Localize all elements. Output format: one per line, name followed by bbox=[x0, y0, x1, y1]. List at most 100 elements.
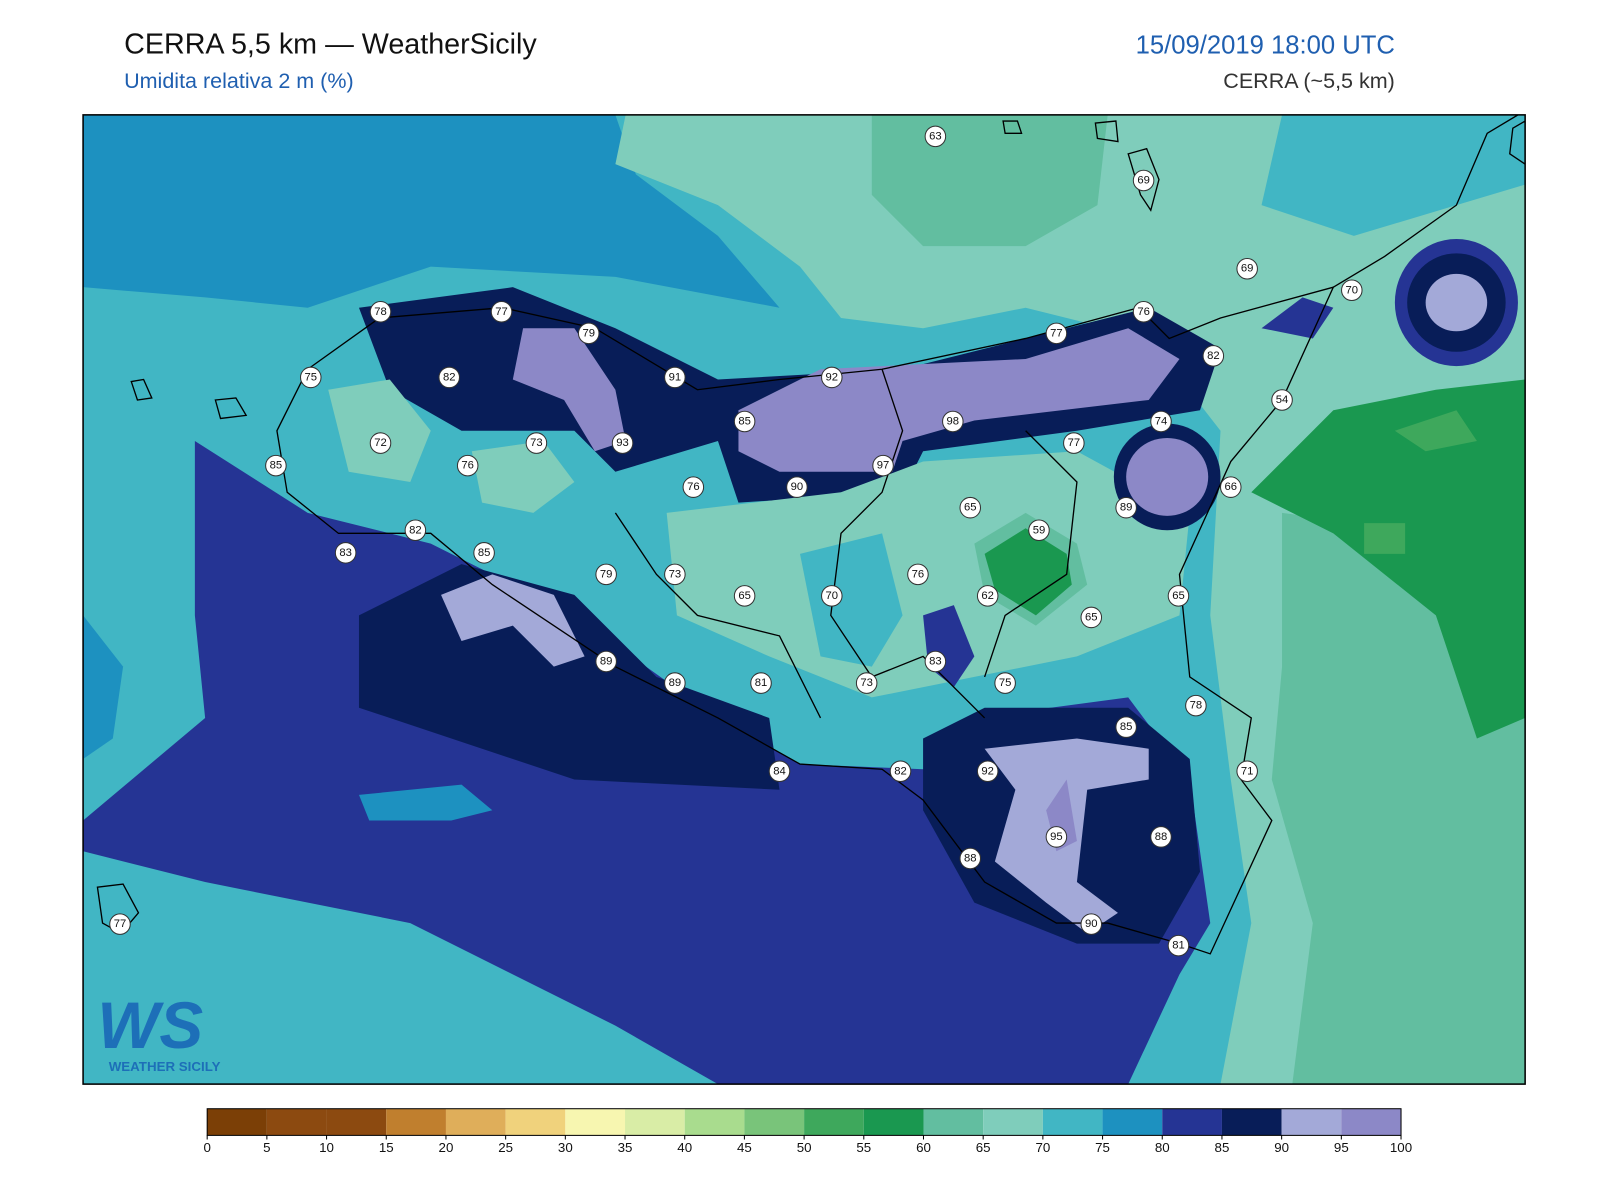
station-marker bbox=[1220, 476, 1242, 498]
station-value: 77 bbox=[495, 306, 508, 318]
station-value: 90 bbox=[791, 481, 804, 493]
station-marker bbox=[525, 432, 548, 454]
station-marker bbox=[1115, 496, 1137, 519]
station-value: 73 bbox=[530, 437, 543, 449]
station-marker bbox=[456, 454, 479, 477]
station-value: 77 bbox=[1050, 327, 1063, 339]
colorbar-tick-label: 55 bbox=[856, 1140, 871, 1155]
colorbar-swatch bbox=[744, 1108, 805, 1136]
station-marker bbox=[682, 476, 705, 498]
station-marker bbox=[664, 672, 686, 694]
colorbar-tick-label: 70 bbox=[1035, 1140, 1050, 1155]
station-value: 63 bbox=[929, 130, 942, 142]
station-marker bbox=[1185, 694, 1207, 717]
station-marker bbox=[994, 672, 1016, 694]
colorbar-swatch bbox=[1281, 1108, 1342, 1136]
colorbar-tick-label: 95 bbox=[1334, 1140, 1349, 1155]
station-marker bbox=[942, 410, 964, 433]
colorbar-swatch bbox=[1102, 1108, 1163, 1136]
station-value: 82 bbox=[1207, 350, 1220, 362]
colorbar-tick-label: 50 bbox=[797, 1140, 812, 1155]
logo-mark: WS bbox=[97, 989, 203, 1062]
humidity-band bbox=[1364, 410, 1477, 554]
station-value: 97 bbox=[877, 460, 890, 472]
station-value: 85 bbox=[1120, 721, 1133, 733]
station-marker bbox=[404, 519, 427, 542]
station-marker bbox=[577, 322, 600, 345]
station-marker bbox=[1341, 279, 1363, 302]
colorbar-swatch bbox=[386, 1108, 446, 1136]
station-value: 93 bbox=[616, 437, 629, 449]
station-marker bbox=[1063, 432, 1085, 454]
colorbar-tick-label: 40 bbox=[677, 1140, 692, 1155]
station-marker bbox=[1150, 826, 1172, 848]
colorbar-tick-label: 90 bbox=[1274, 1140, 1289, 1155]
station-marker bbox=[976, 585, 999, 607]
station-marker bbox=[1236, 257, 1258, 280]
station-value: 77 bbox=[114, 918, 127, 930]
station-value: 89 bbox=[600, 656, 613, 668]
station-value: 78 bbox=[374, 306, 387, 318]
colorbar-swatch bbox=[804, 1108, 864, 1136]
station-marker bbox=[750, 672, 772, 694]
colorbar-tick-label: 5 bbox=[263, 1140, 270, 1155]
station-value: 77 bbox=[1068, 437, 1081, 449]
station-value: 73 bbox=[860, 677, 873, 689]
station-value: 70 bbox=[1346, 284, 1359, 296]
station-value: 92 bbox=[981, 765, 994, 777]
station-marker bbox=[1202, 345, 1225, 367]
colorbar-tick-label: 65 bbox=[976, 1140, 991, 1155]
inner-border bbox=[614, 369, 1078, 719]
colorbar-swatch bbox=[505, 1108, 566, 1136]
colorbar: 0 5 10 15 20 25 30 35 40 45 50 55 60 65 70 75 80 85 90 95 10… bbox=[203, 1108, 1412, 1155]
colorbar-tick-label: 60 bbox=[916, 1140, 931, 1155]
station-value: 84 bbox=[773, 765, 786, 777]
humidity-band bbox=[358, 784, 493, 821]
station-value: 70 bbox=[826, 590, 839, 602]
station-value: 88 bbox=[964, 852, 977, 864]
station-value: 82 bbox=[894, 765, 907, 777]
logo-name: WEATHER SICILY bbox=[109, 1059, 221, 1074]
station-value: 72 bbox=[374, 437, 387, 449]
colorbar-tick-label: 20 bbox=[439, 1140, 454, 1155]
colorbar-tick-label: 75 bbox=[1095, 1140, 1110, 1155]
station-marker bbox=[821, 585, 843, 607]
colorbar-tick-label: 35 bbox=[618, 1140, 633, 1155]
colorbar-swatch bbox=[1042, 1108, 1103, 1136]
station-marker bbox=[334, 542, 357, 564]
station-value: 88 bbox=[1155, 831, 1168, 843]
station-value: 98 bbox=[947, 416, 960, 428]
station-marker bbox=[1167, 585, 1190, 607]
stations: 63 69 69 70 76 77 82 78 77 79 75 82 91 92 54 85 98 74 72 73… bbox=[109, 125, 1363, 957]
station-marker bbox=[664, 366, 686, 389]
station-marker bbox=[1132, 301, 1155, 323]
colorbar-tick-label: 30 bbox=[558, 1140, 573, 1155]
station-marker bbox=[768, 760, 791, 783]
station-value: 75 bbox=[999, 677, 1012, 689]
humidity-band bbox=[83, 114, 780, 308]
colorbar-swatch bbox=[326, 1108, 387, 1136]
humidity-band bbox=[984, 528, 1072, 616]
calabria-coast bbox=[1332, 114, 1519, 288]
humidity-band bbox=[800, 533, 903, 667]
station-marker bbox=[1045, 826, 1068, 848]
colorbar-tick-label: 80 bbox=[1155, 1140, 1170, 1155]
station-value: 81 bbox=[1172, 940, 1185, 952]
station-value: 90 bbox=[1085, 918, 1098, 930]
station-marker bbox=[1115, 716, 1137, 738]
station-marker bbox=[855, 672, 878, 694]
station-value: 62 bbox=[981, 590, 994, 602]
station-value: 92 bbox=[826, 371, 839, 383]
station-marker bbox=[872, 454, 894, 477]
station-value: 65 bbox=[1085, 611, 1098, 623]
station-marker bbox=[976, 760, 999, 783]
humidity-band bbox=[328, 379, 575, 513]
humidity-band bbox=[83, 615, 124, 759]
station-value: 66 bbox=[1225, 481, 1238, 493]
station-marker bbox=[473, 542, 495, 564]
station-marker bbox=[369, 432, 392, 454]
colorbar-tick-label: 85 bbox=[1215, 1140, 1230, 1155]
station-marker bbox=[1271, 389, 1293, 411]
station-marker bbox=[299, 366, 322, 389]
subtitle: Umidita relativa 2 m (%) bbox=[124, 69, 354, 93]
